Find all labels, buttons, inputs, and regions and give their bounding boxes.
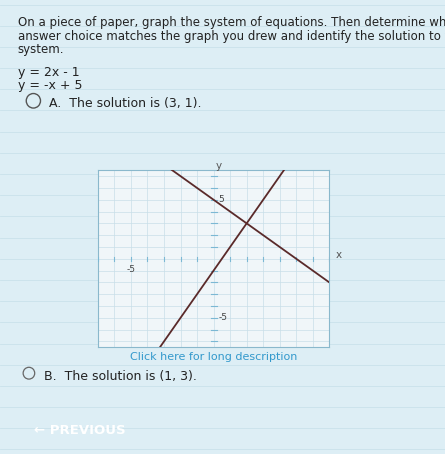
Text: system.: system. bbox=[18, 43, 64, 56]
Text: On a piece of paper, graph the system of equations. Then determine which: On a piece of paper, graph the system of… bbox=[18, 16, 445, 29]
Text: Click here for long description: Click here for long description bbox=[130, 352, 297, 362]
Text: -5: -5 bbox=[218, 313, 227, 322]
Text: y = -x + 5: y = -x + 5 bbox=[18, 79, 82, 93]
Text: A.  The solution is (3, 1).: A. The solution is (3, 1). bbox=[49, 97, 202, 110]
Text: B.  The solution is (1, 3).: B. The solution is (1, 3). bbox=[44, 370, 198, 383]
Text: x: x bbox=[336, 250, 341, 260]
Text: -5: -5 bbox=[126, 265, 135, 274]
Text: y = 2x - 1: y = 2x - 1 bbox=[18, 66, 79, 79]
Text: ← PREVIOUS: ← PREVIOUS bbox=[34, 424, 126, 437]
Text: 5: 5 bbox=[218, 195, 224, 204]
Text: answer choice matches the graph you drew and identify the solution to the: answer choice matches the graph you drew… bbox=[18, 30, 445, 43]
Text: y: y bbox=[215, 161, 222, 171]
